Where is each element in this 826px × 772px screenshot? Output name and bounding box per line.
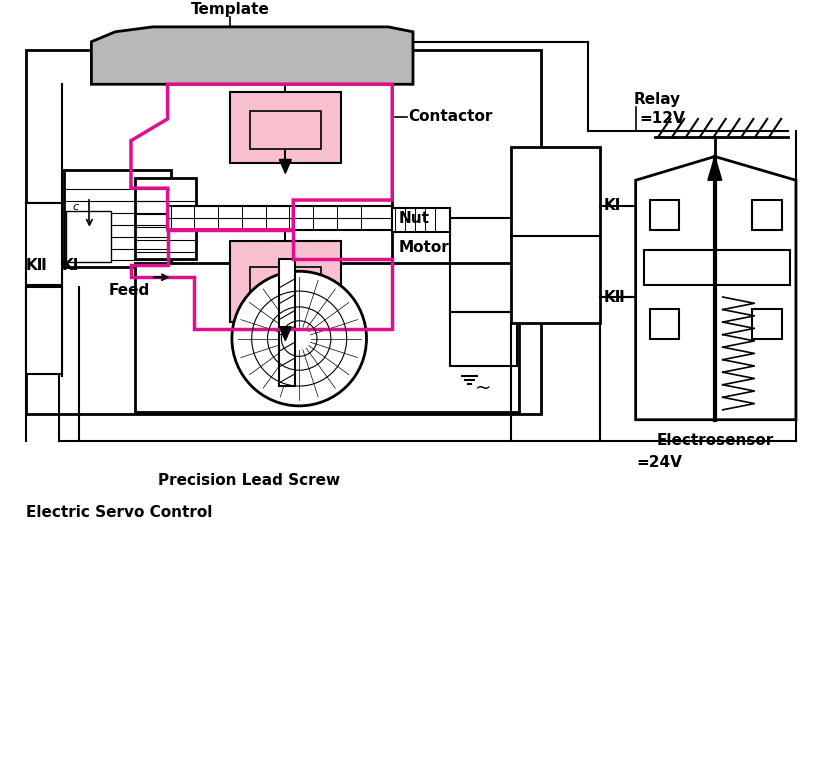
FancyBboxPatch shape (135, 178, 197, 259)
FancyBboxPatch shape (168, 206, 393, 230)
FancyBboxPatch shape (26, 49, 541, 414)
FancyBboxPatch shape (230, 92, 341, 164)
Polygon shape (92, 27, 413, 84)
Text: KI: KI (604, 198, 621, 214)
FancyBboxPatch shape (64, 171, 170, 267)
Text: Electrosensor: Electrosensor (656, 432, 773, 448)
Text: KⅡ: KⅡ (604, 290, 626, 304)
Text: Precision Lead Screw: Precision Lead Screw (158, 473, 339, 488)
Text: Motor: Motor (398, 239, 449, 255)
Polygon shape (279, 160, 292, 174)
FancyBboxPatch shape (752, 309, 782, 339)
FancyBboxPatch shape (279, 259, 295, 386)
FancyBboxPatch shape (511, 147, 600, 323)
FancyBboxPatch shape (643, 249, 790, 285)
FancyBboxPatch shape (752, 200, 782, 230)
FancyBboxPatch shape (649, 200, 679, 230)
Text: c: c (73, 202, 78, 212)
FancyBboxPatch shape (26, 203, 62, 285)
Text: =12V: =12V (639, 111, 686, 126)
Text: =24V: =24V (637, 455, 682, 470)
Circle shape (232, 271, 367, 406)
Text: Template: Template (191, 2, 269, 17)
FancyBboxPatch shape (135, 263, 519, 411)
Text: Relay: Relay (634, 92, 681, 107)
Text: Nut: Nut (398, 211, 430, 225)
Text: Contactor: Contactor (408, 110, 492, 124)
FancyBboxPatch shape (230, 241, 341, 322)
FancyBboxPatch shape (66, 211, 112, 262)
FancyBboxPatch shape (649, 309, 679, 339)
Text: Electric Servo Control: Electric Servo Control (26, 505, 212, 520)
FancyBboxPatch shape (449, 312, 517, 366)
FancyBboxPatch shape (194, 208, 392, 329)
Text: KⅠ: KⅠ (62, 258, 79, 273)
Polygon shape (279, 327, 292, 340)
Text: Feed: Feed (108, 283, 150, 298)
FancyBboxPatch shape (26, 287, 62, 374)
Text: KⅡ: KⅡ (26, 258, 48, 273)
Polygon shape (708, 157, 722, 180)
Polygon shape (636, 157, 796, 420)
FancyBboxPatch shape (392, 208, 449, 232)
Text: ~: ~ (475, 378, 491, 398)
FancyBboxPatch shape (194, 93, 392, 200)
